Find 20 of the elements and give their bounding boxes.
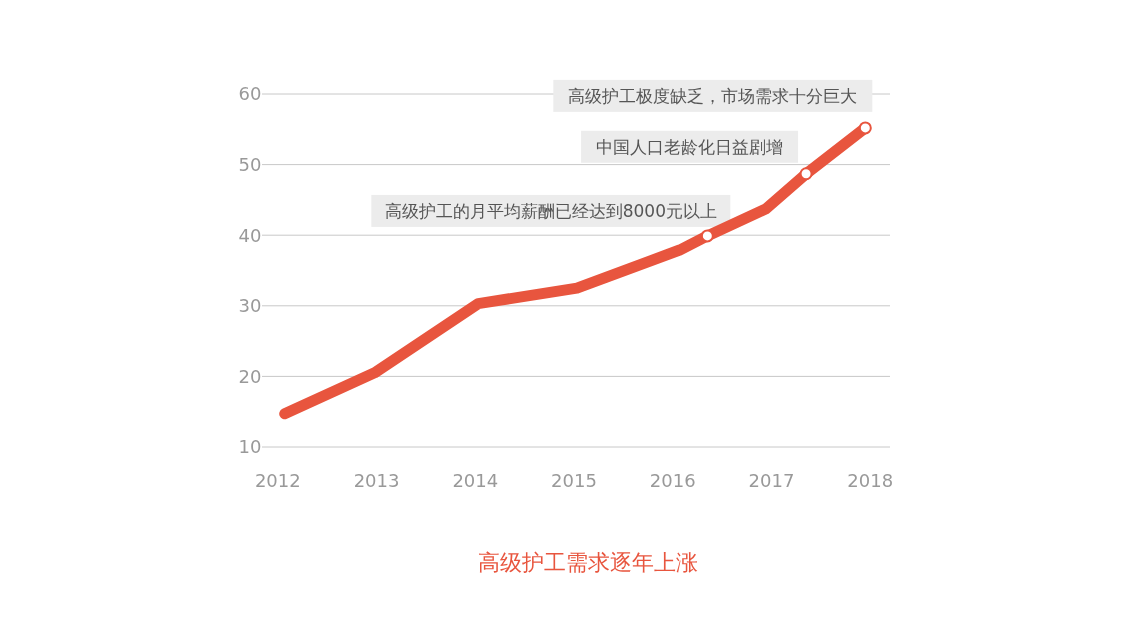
y-tick-label: 10: [238, 436, 262, 458]
x-tick-label: 2016: [649, 470, 696, 491]
point: [799, 167, 813, 181]
x-tick-label: 2017: [748, 470, 795, 491]
y-tick-label: 40: [238, 224, 262, 246]
y-tick-label: 50: [238, 153, 262, 175]
x-tick-label: 2013: [353, 470, 400, 491]
x-tick-label: 2018: [847, 470, 894, 491]
point: [700, 229, 714, 243]
annotation: 高级护工极度缺乏，市场需求十分巨大: [568, 85, 858, 106]
annotation: 高级护工的月平均薪酬已经达到8000元以上: [384, 200, 717, 221]
y-tick-label: 30: [238, 295, 262, 317]
x-tick-label: 2012: [254, 470, 301, 491]
y-tick-label: 20: [238, 365, 262, 387]
y-tick-label: 60: [238, 83, 262, 105]
x-tick-label: 2015: [551, 470, 597, 491]
x-tick-label: 2014: [452, 470, 499, 491]
text: 高级护工需求逐年上涨: [478, 550, 698, 575]
annotation: 中国人口老龄化日益剧增: [596, 136, 784, 157]
point: [858, 121, 872, 135]
